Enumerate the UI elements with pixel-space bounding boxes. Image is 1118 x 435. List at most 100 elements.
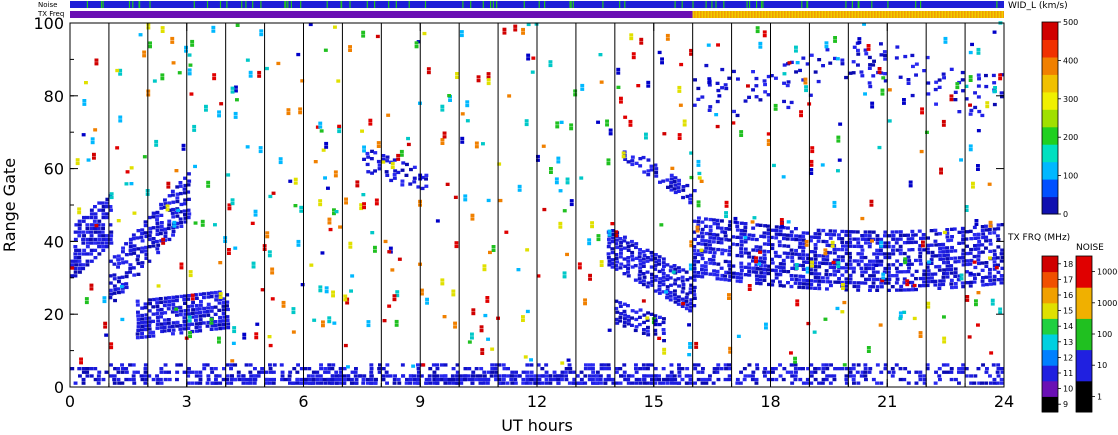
txfreq-stripe bbox=[959, 11, 961, 18]
stray-echo bbox=[288, 179, 293, 183]
echo-falling-band bbox=[688, 276, 693, 280]
echo-near-range bbox=[131, 374, 136, 378]
echo-evening-band bbox=[739, 243, 744, 247]
echo-near-range bbox=[451, 377, 455, 382]
echo-near-range bbox=[369, 374, 374, 378]
echo-near-range bbox=[781, 377, 786, 382]
echo-falling-band bbox=[689, 283, 694, 287]
echo-falling-band bbox=[630, 258, 635, 262]
stray-echo bbox=[281, 304, 286, 308]
echo-low-patch bbox=[226, 307, 230, 312]
echo-evening-band bbox=[898, 248, 903, 252]
stray-echo bbox=[255, 322, 260, 326]
echo-near-range bbox=[241, 377, 246, 382]
echo-early-band bbox=[85, 241, 90, 245]
stray-echo bbox=[395, 290, 400, 294]
echo-falling-band-low bbox=[614, 299, 619, 303]
echo-rising-band bbox=[124, 285, 129, 290]
echo-low-patch bbox=[140, 321, 144, 325]
stray-echo bbox=[762, 34, 767, 38]
echo-evening-band bbox=[715, 233, 720, 237]
echo-near-range bbox=[560, 374, 564, 378]
echo-far-range bbox=[968, 112, 973, 116]
stray-echo bbox=[232, 326, 237, 330]
echo-low-patch bbox=[175, 324, 179, 328]
echo-evening-band bbox=[965, 281, 970, 285]
stray-echo bbox=[874, 263, 879, 267]
stray-echo bbox=[109, 192, 114, 196]
echo-near-range bbox=[603, 377, 608, 382]
echo-evening-band bbox=[976, 243, 981, 247]
echo-evening-band bbox=[786, 281, 790, 285]
echo-far-range bbox=[754, 95, 759, 99]
txfreq-stripe bbox=[773, 11, 775, 18]
echo-near-range bbox=[335, 381, 339, 385]
stray-echo bbox=[644, 136, 648, 140]
echo-falling-band-high bbox=[653, 163, 658, 167]
echo-low-patch bbox=[198, 314, 203, 318]
echo-falling-band bbox=[638, 248, 642, 252]
stray-echo bbox=[399, 153, 404, 157]
stray-echo bbox=[324, 145, 329, 149]
echo-rising-band bbox=[131, 266, 136, 270]
stray-echo bbox=[959, 277, 964, 281]
stray-echo bbox=[766, 139, 771, 143]
stray-echo bbox=[714, 113, 719, 117]
echo-falling-band bbox=[626, 263, 631, 267]
echo-far-range bbox=[833, 56, 837, 61]
echo-low-patch bbox=[182, 327, 187, 331]
echo-near-range bbox=[470, 377, 475, 382]
echo-evening-band bbox=[844, 244, 849, 248]
echo-far-range bbox=[859, 70, 864, 74]
echo-falling-band bbox=[661, 290, 666, 294]
stray-echo bbox=[267, 335, 272, 339]
stray-echo bbox=[118, 115, 123, 119]
echo-evening-band bbox=[987, 227, 992, 232]
stray-echo bbox=[689, 52, 693, 56]
echo-near-range bbox=[583, 367, 588, 371]
echo-evening-band bbox=[894, 230, 899, 234]
echo-evening-band bbox=[926, 236, 930, 240]
echo-evening-band bbox=[852, 284, 857, 289]
stray-echo bbox=[558, 189, 563, 193]
echo-falling-band-high bbox=[669, 188, 674, 192]
y-tick-label: 60 bbox=[44, 160, 64, 179]
stray-echo bbox=[187, 53, 192, 57]
echo-mid-patch bbox=[412, 176, 417, 180]
echo-evening-band bbox=[762, 231, 767, 235]
echo-early-band bbox=[73, 230, 78, 234]
echo-falling-band bbox=[607, 263, 612, 267]
echo-near-range bbox=[96, 374, 101, 378]
echo-near-range bbox=[594, 381, 599, 385]
echo-evening-band bbox=[743, 273, 748, 277]
echo-falling-band bbox=[633, 278, 638, 282]
stray-echo bbox=[374, 198, 379, 202]
echo-low-patch bbox=[225, 293, 230, 297]
echo-rising-band bbox=[155, 210, 160, 215]
echo-near-range bbox=[856, 381, 861, 385]
echo-evening-band bbox=[750, 237, 755, 241]
echo-near-range bbox=[175, 370, 180, 374]
echo-near-range bbox=[323, 367, 328, 371]
echo-evening-band bbox=[926, 269, 931, 273]
echo-rising-band bbox=[128, 248, 133, 252]
echo-near-range bbox=[529, 370, 534, 374]
echo-near-range bbox=[642, 381, 647, 385]
echo-mid-patch bbox=[366, 155, 371, 159]
stray-echo bbox=[990, 298, 995, 302]
echo-evening-band bbox=[953, 256, 958, 260]
noise-spike bbox=[219, 1, 222, 8]
stray-echo bbox=[629, 36, 634, 41]
echo-low-patch bbox=[170, 324, 175, 329]
echo-rising-band bbox=[186, 183, 191, 187]
echo-near-range bbox=[789, 370, 794, 374]
echo-evening-band bbox=[716, 240, 721, 244]
echo-evening-band bbox=[976, 247, 981, 251]
echo-evening-band bbox=[934, 243, 939, 247]
echo-evening-band bbox=[696, 271, 701, 275]
echo-evening-band bbox=[868, 285, 873, 289]
echo-near-range bbox=[649, 381, 654, 385]
stray-echo bbox=[971, 181, 975, 185]
echo-near-range bbox=[964, 374, 969, 378]
